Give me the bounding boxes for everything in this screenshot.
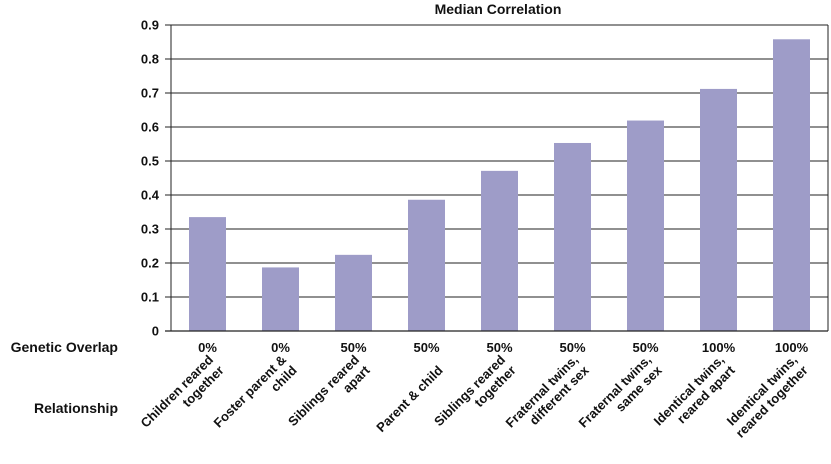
relationship-row-label: Relationship xyxy=(34,400,118,416)
bar xyxy=(335,254,372,331)
y-tick-label: 0.3 xyxy=(141,222,159,237)
bar xyxy=(554,142,591,331)
genetic-overlap-value: 100% xyxy=(702,340,736,355)
bar xyxy=(773,39,810,331)
genetic-overlap-value: 0% xyxy=(198,340,217,355)
bar xyxy=(189,217,226,331)
y-tick-label: 0.8 xyxy=(141,52,159,67)
bar xyxy=(700,88,737,331)
y-tick-label: 0.1 xyxy=(141,290,159,305)
bar xyxy=(408,199,445,331)
genetic-overlap-value: 50% xyxy=(340,340,366,355)
bar xyxy=(481,170,518,331)
grid-lines xyxy=(171,24,828,298)
y-tick-label: 0.5 xyxy=(141,154,159,169)
axes xyxy=(165,24,829,332)
bars xyxy=(189,39,810,331)
genetic-overlap-row-label: Genetic Overlap xyxy=(11,339,118,355)
genetic-overlap-value: 100% xyxy=(775,340,809,355)
y-tick-label: 0.2 xyxy=(141,256,159,271)
y-tick-label: 0.6 xyxy=(141,120,159,135)
category-label: Foster parent &child xyxy=(211,352,300,431)
category-label-line: Parent & child xyxy=(373,363,445,435)
category-label: Fraternal twins,different sex xyxy=(503,352,593,431)
genetic-overlap-value: 50% xyxy=(486,340,512,355)
category-label: Identical twins,reared apart xyxy=(651,352,739,429)
category-label: Parent & child xyxy=(373,363,445,435)
genetic-overlap-labels: 0% 0% 50% 50% 50% 50% 50% 100% 100% xyxy=(198,340,808,355)
genetic-overlap-value: 50% xyxy=(413,340,439,355)
bar xyxy=(627,120,664,331)
bar xyxy=(262,267,299,331)
y-tick-label: 0.9 xyxy=(141,18,159,33)
y-tick-label: 0 xyxy=(152,324,159,339)
genetic-overlap-value: 50% xyxy=(632,340,658,355)
y-tick-label: 0.4 xyxy=(141,188,160,203)
genetic-overlap-value: 50% xyxy=(559,340,585,355)
chart-title: Median Correlation xyxy=(435,1,562,17)
y-tick-label: 0.7 xyxy=(141,86,159,101)
category-label: Identical twins,reared together xyxy=(724,352,811,441)
genetic-overlap-value: 0% xyxy=(271,340,290,355)
y-tick-labels: 0 0.1 0.2 0.3 0.4 0.5 0.6 0.7 0.8 0.9 xyxy=(141,18,160,339)
category-label: Fraternal twins,same sex xyxy=(576,352,666,431)
